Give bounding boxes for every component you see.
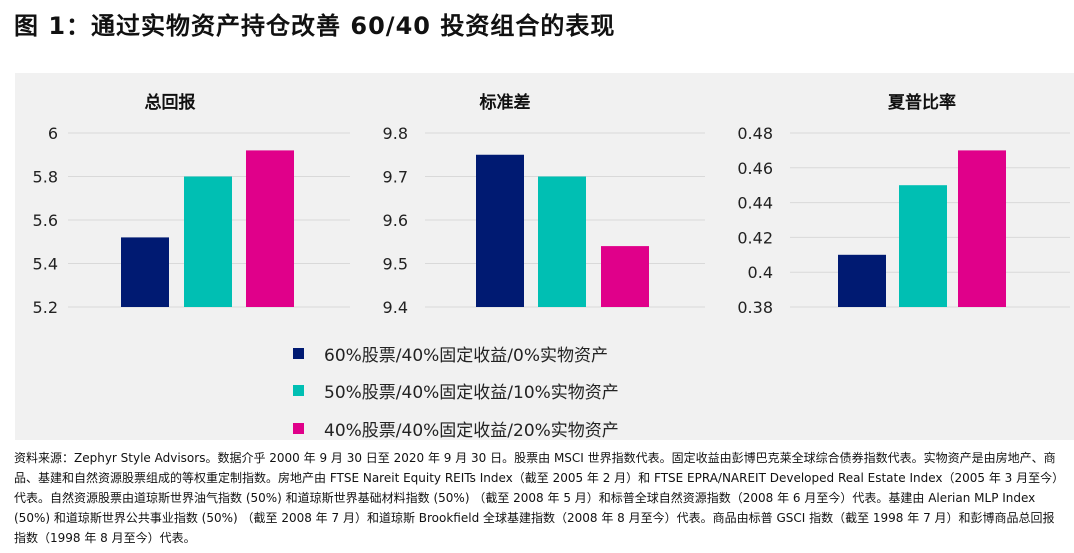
legend-label: 50%股票/40%固定收益/10%实物资产 bbox=[324, 383, 619, 403]
bar bbox=[958, 150, 1006, 307]
y-tick-label: 9.4 bbox=[383, 298, 408, 317]
y-tick-label: 0.44 bbox=[737, 194, 773, 213]
bar bbox=[121, 237, 169, 307]
y-tick-label: 5.2 bbox=[33, 298, 58, 317]
y-tick-label: 6 bbox=[48, 124, 58, 143]
bar bbox=[899, 185, 947, 307]
y-tick-label: 9.5 bbox=[383, 255, 408, 274]
y-tick-label: 5.8 bbox=[33, 168, 58, 187]
y-tick-label: 0.46 bbox=[737, 159, 773, 178]
bar bbox=[476, 154, 524, 307]
source-note: 资料来源：Zephyr Style Advisors。数据介乎 2000 年 9… bbox=[14, 451, 1059, 545]
legend-swatch bbox=[293, 348, 304, 359]
bar bbox=[246, 150, 294, 307]
y-tick-label: 9.8 bbox=[383, 124, 408, 143]
y-tick-label: 5.6 bbox=[33, 211, 58, 230]
legend-swatch bbox=[293, 423, 304, 434]
bar bbox=[184, 176, 232, 307]
y-tick-label: 9.6 bbox=[383, 211, 408, 230]
y-tick-label: 0.38 bbox=[737, 298, 773, 317]
legend-item: 60%股票/40%固定收益/0%实物资产 bbox=[293, 341, 608, 366]
legend-swatch bbox=[293, 385, 304, 396]
chart-title: 总回报 bbox=[145, 92, 196, 113]
y-tick-label: 0.42 bbox=[737, 228, 773, 247]
y-tick-label: 0.4 bbox=[748, 263, 773, 282]
legend-item: 40%股票/40%固定收益/20%实物资产 bbox=[293, 416, 619, 441]
legend-label: 60%股票/40%固定收益/0%实物资产 bbox=[324, 346, 608, 366]
bar bbox=[838, 254, 886, 307]
page-title: 图 1：通过实物资产持仓改善 60/40 投资组合的表现 bbox=[14, 12, 616, 40]
chart-title: 夏普比率 bbox=[888, 92, 956, 113]
y-tick-label: 5.4 bbox=[33, 255, 58, 274]
charts-svg: 总回报 5.2 5.4 5.6 5.8 6 标准差 9.4 9.5 9.6 9.7 9.8 夏普比率 0.… bbox=[33, 92, 1070, 317]
legend-label: 40%股票/40%固定收益/20%实物资产 bbox=[324, 421, 619, 441]
bar bbox=[601, 246, 649, 307]
y-tick-label: 9.7 bbox=[383, 168, 408, 187]
bar bbox=[538, 176, 586, 307]
legend-item: 50%股票/40%固定收益/10%实物资产 bbox=[293, 378, 619, 403]
y-tick-label: 0.48 bbox=[737, 124, 773, 143]
chart-title: 标准差 bbox=[480, 92, 531, 113]
